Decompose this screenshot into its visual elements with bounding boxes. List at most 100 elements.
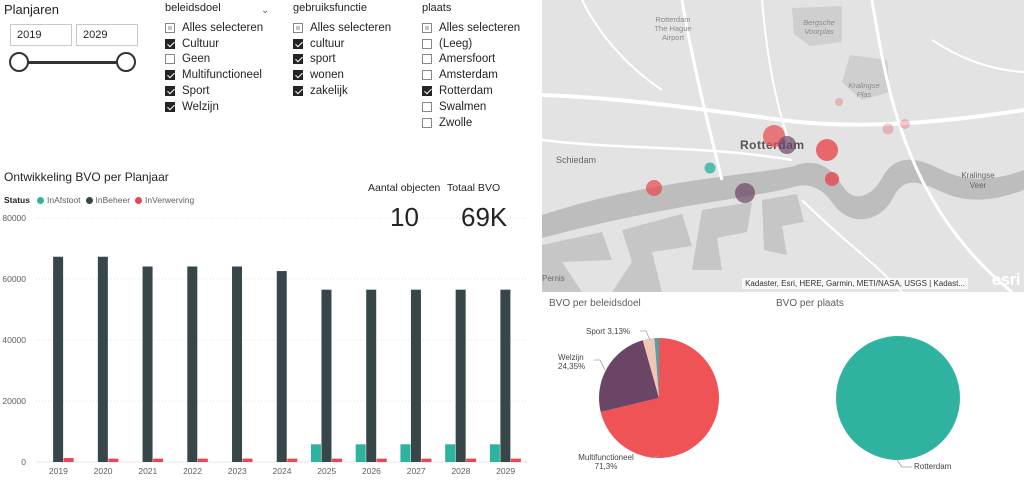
plaats-option[interactable]: Swalmen (422, 99, 532, 115)
legend-label-inafstoot[interactable]: InAfstoot (46, 195, 81, 205)
pie-slice-multifunctioneel[interactable] (600, 338, 719, 458)
bar-inafstoot-2026[interactable] (355, 444, 366, 462)
bar-inbeheer-2025[interactable] (321, 289, 332, 462)
checkbox-checked-icon[interactable] (293, 86, 303, 97)
plaats-option[interactable]: Zwolle (422, 115, 532, 131)
bar-inverwerving-2028[interactable] (466, 458, 477, 462)
map-point-7[interactable] (704, 162, 716, 174)
bar-inafstoot-2029[interactable] (489, 444, 500, 462)
beleidsdoel-option[interactable]: Welzijn (165, 99, 275, 115)
bar-inverwerving-2022[interactable] (197, 458, 208, 462)
bar-inverwerving-2026[interactable] (376, 458, 387, 462)
beleidsdoel-option[interactable]: Cultuur (165, 36, 275, 52)
bar-inverwerving-2021[interactable] (153, 458, 164, 462)
checkbox-empty-icon[interactable] (422, 70, 432, 81)
bar-inverwerving-2027[interactable] (421, 458, 432, 462)
checkbox-checked-icon[interactable] (293, 54, 303, 65)
planjaren-to-input[interactable]: 2029 (76, 24, 138, 46)
planjaren-from-input[interactable]: 2019 (10, 24, 72, 46)
pie-slice-cultuur[interactable] (654, 338, 659, 398)
checkbox-checked-icon[interactable] (293, 38, 303, 49)
bar-inbeheer-2023[interactable] (232, 266, 243, 462)
plaats-option[interactable]: Amersfoort (422, 52, 532, 68)
plaats-option[interactable]: Alles selecteren (422, 20, 532, 36)
checkbox-partial-icon[interactable] (422, 22, 432, 33)
bar-inafstoot-2028[interactable] (445, 444, 456, 462)
checkbox-empty-icon[interactable] (165, 54, 175, 65)
checkbox-checked-icon[interactable] (422, 86, 432, 97)
map-point-9[interactable] (900, 119, 910, 129)
checkbox-checked-icon[interactable] (165, 70, 175, 81)
beleidsdoel-option[interactable]: Geen (165, 52, 275, 68)
gebruiksfunctie-option[interactable]: zakelijk (293, 83, 403, 99)
bar-inverwerving-2024[interactable] (287, 458, 298, 462)
bvo-bar-chart[interactable]: 0 20000 40000 60000 80000 2019 2020 2021 2022 202… (0, 210, 535, 493)
bar-inafstoot-2025[interactable] (310, 444, 321, 462)
plaats-slicer: plaats Alles selecteren (Leeg) Amersfoort A… (422, 2, 532, 131)
map-label-schiedam: Schiedam (556, 155, 596, 165)
beleidsdoel-option[interactable]: Sport (165, 83, 275, 99)
x-tick-label: 2025 (317, 466, 336, 476)
pie-label-multifunctioneel: Multifunctioneel 71,3% (578, 453, 634, 471)
bar-inbeheer-2029[interactable] (500, 289, 511, 462)
map-point-4[interactable] (825, 172, 839, 186)
planjaren-slider-handle-end[interactable] (116, 52, 136, 72)
map-point-5[interactable] (735, 183, 755, 203)
pie-beleidsdoel-title: BVO per beleidsdoel (549, 298, 641, 309)
plaats-option[interactable]: Amsterdam (422, 67, 532, 83)
checkbox-checked-icon[interactable] (165, 101, 175, 112)
gebruiksfunctie-option[interactable]: sport (293, 52, 403, 68)
bar-inbeheer-2028[interactable] (455, 289, 466, 462)
bar-inverwerving-2020[interactable] (108, 458, 119, 462)
legend-label-inbeheer[interactable]: InBeheer (95, 195, 131, 205)
bar-inbeheer-2021[interactable] (142, 266, 153, 462)
planjaren-slider-handle-start[interactable] (9, 52, 29, 72)
chevron-down-icon[interactable]: ⌄ (261, 5, 270, 16)
pie-slice-welzijn[interactable] (599, 340, 659, 412)
gebruiksfunctie-option[interactable]: Alles selecteren (293, 20, 403, 36)
bar-inbeheer-2019[interactable] (53, 256, 64, 462)
checkbox-empty-icon[interactable] (422, 117, 432, 128)
bar-inbeheer-2024[interactable] (276, 271, 287, 462)
checkbox-empty-icon[interactable] (422, 101, 432, 112)
checkbox-checked-icon[interactable] (165, 86, 175, 97)
checkbox-checked-icon[interactable] (165, 38, 175, 49)
map-point-3[interactable] (816, 139, 838, 161)
map-visual[interactable]: Rotterdam The Hague Airport Bergsche Voorpl… (542, 0, 1024, 292)
plaats-option-label: Alles selecteren (439, 21, 521, 34)
pie-slice-rotterdam[interactable] (836, 336, 960, 460)
checkbox-empty-icon[interactable] (422, 38, 432, 49)
map-point-10[interactable] (835, 98, 843, 106)
bar-inverwerving-2029[interactable] (510, 458, 521, 462)
beleidsdoel-option-label: Sport (182, 85, 210, 98)
bar-inbeheer-2020[interactable] (97, 256, 108, 462)
legend-label-inverwerving[interactable]: InVerwerving (145, 195, 195, 205)
planjaren-slider-track[interactable] (20, 61, 126, 64)
plaats-option[interactable]: (Leeg) (422, 36, 532, 52)
pie-leader-line (651, 453, 660, 459)
map-canvas[interactable]: Rotterdam The Hague Airport Bergsche Voorpl… (542, 0, 1024, 292)
bar-inbeheer-2022[interactable] (187, 266, 198, 462)
bar-inbeheer-2027[interactable] (410, 289, 421, 462)
bar-inbeheer-2026[interactable] (366, 289, 377, 462)
gebruiksfunctie-option[interactable]: cultuur (293, 36, 403, 52)
checkbox-checked-icon[interactable] (293, 70, 303, 81)
bar-inverwerving-2023[interactable] (242, 458, 253, 462)
bar-inverwerving-2019[interactable] (63, 458, 74, 462)
pie-slice-sport[interactable] (642, 338, 659, 398)
plaats-option[interactable]: Rotterdam (422, 83, 532, 99)
checkbox-empty-icon[interactable] (422, 54, 432, 65)
map-point-2[interactable] (778, 136, 796, 154)
beleidsdoel-option[interactable]: Alles selecteren (165, 20, 275, 36)
pie-plaats[interactable]: Rotterdam (772, 310, 1024, 493)
bar-inafstoot-2027[interactable] (400, 444, 411, 462)
x-tick-label: 2019 (49, 466, 68, 476)
map-point-6[interactable] (646, 180, 662, 196)
gebruiksfunctie-option[interactable]: wonen (293, 67, 403, 83)
bar-inverwerving-2025[interactable] (331, 458, 342, 462)
checkbox-partial-icon[interactable] (165, 22, 175, 33)
map-point-8[interactable] (882, 123, 894, 135)
pie-beleidsdoel[interactable]: Multifunctioneel 71,3% Welzijn 24,35% Sport … (542, 310, 772, 493)
checkbox-partial-icon[interactable] (293, 22, 303, 33)
beleidsdoel-option[interactable]: Multifunctioneel (165, 67, 275, 83)
